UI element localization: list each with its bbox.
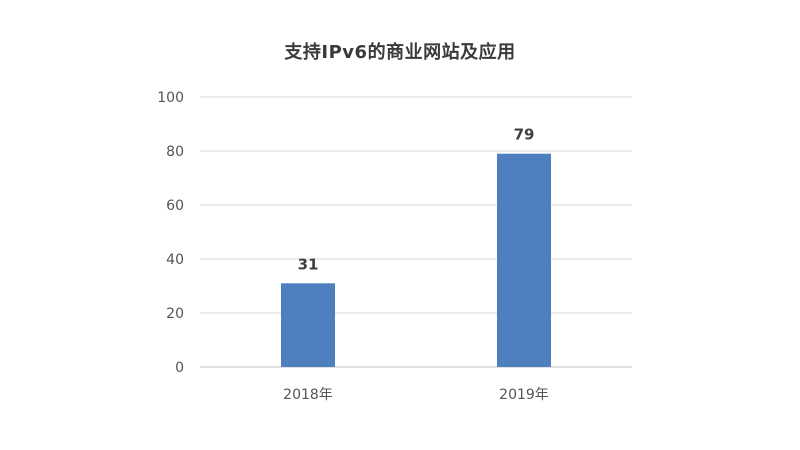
y-tick-label: 60 [166,198,184,214]
x-tick-label: 2018年 [283,387,333,403]
bar [281,283,335,367]
data-label: 31 [298,255,319,273]
chart-title: 支持IPv6的商业网站及应用 [284,42,516,63]
x-tick-label: 2019年 [499,387,549,403]
y-tick-label: 40 [166,252,184,268]
bar [497,153,551,367]
data-label: 79 [514,126,535,144]
y-tick-label: 100 [157,90,184,106]
y-tick-label: 0 [175,360,184,376]
y-tick-label: 20 [166,306,184,322]
y-tick-label: 80 [166,144,184,160]
